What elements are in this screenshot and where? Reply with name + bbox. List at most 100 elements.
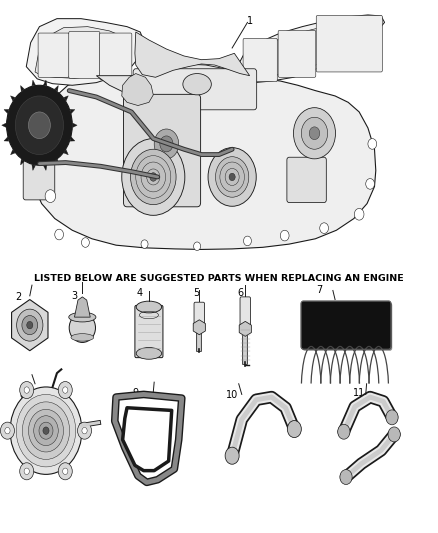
- Polygon shape: [239, 321, 251, 336]
- Text: 6: 6: [237, 288, 243, 298]
- Polygon shape: [11, 96, 15, 101]
- Polygon shape: [249, 21, 376, 77]
- Circle shape: [386, 410, 398, 425]
- FancyBboxPatch shape: [23, 151, 55, 200]
- Polygon shape: [26, 19, 145, 85]
- Circle shape: [63, 387, 68, 393]
- Circle shape: [20, 463, 34, 480]
- Circle shape: [58, 382, 72, 399]
- Circle shape: [338, 424, 350, 439]
- Polygon shape: [55, 86, 58, 91]
- Circle shape: [58, 463, 72, 480]
- Circle shape: [7, 85, 72, 165]
- Circle shape: [78, 422, 92, 439]
- FancyBboxPatch shape: [287, 157, 326, 203]
- Circle shape: [301, 117, 328, 149]
- Circle shape: [340, 470, 352, 484]
- Polygon shape: [21, 159, 24, 165]
- Polygon shape: [122, 74, 153, 106]
- Circle shape: [244, 236, 251, 246]
- Circle shape: [22, 402, 70, 459]
- Circle shape: [131, 149, 176, 205]
- Ellipse shape: [136, 348, 162, 359]
- Polygon shape: [239, 15, 385, 83]
- Circle shape: [55, 229, 64, 240]
- Circle shape: [293, 108, 336, 159]
- Circle shape: [366, 179, 374, 189]
- Text: LISTED BELOW ARE SUGGESTED PARTS WHEN REPLACING AN ENGINE: LISTED BELOW ARE SUGGESTED PARTS WHEN RE…: [34, 274, 404, 282]
- Polygon shape: [11, 300, 48, 351]
- Ellipse shape: [183, 74, 212, 95]
- Circle shape: [24, 387, 29, 393]
- Polygon shape: [43, 80, 47, 86]
- Circle shape: [0, 422, 14, 439]
- FancyBboxPatch shape: [240, 297, 251, 329]
- Text: 3: 3: [71, 291, 78, 301]
- Ellipse shape: [69, 313, 95, 342]
- Circle shape: [280, 230, 289, 241]
- Polygon shape: [11, 150, 15, 155]
- Ellipse shape: [69, 312, 96, 322]
- Polygon shape: [55, 159, 58, 165]
- Text: 4: 4: [136, 288, 142, 298]
- Text: 9: 9: [133, 389, 139, 398]
- Text: 10: 10: [226, 391, 238, 400]
- Polygon shape: [64, 96, 68, 101]
- Circle shape: [17, 309, 43, 341]
- FancyBboxPatch shape: [38, 33, 69, 77]
- Circle shape: [194, 242, 201, 251]
- Circle shape: [388, 427, 400, 442]
- Circle shape: [39, 422, 53, 439]
- Circle shape: [368, 139, 377, 149]
- Circle shape: [229, 173, 235, 181]
- FancyBboxPatch shape: [301, 301, 391, 349]
- FancyBboxPatch shape: [278, 30, 316, 77]
- Polygon shape: [73, 123, 77, 127]
- Circle shape: [154, 129, 179, 159]
- Polygon shape: [4, 137, 9, 141]
- Circle shape: [5, 427, 10, 434]
- FancyBboxPatch shape: [133, 69, 257, 110]
- FancyBboxPatch shape: [124, 94, 201, 207]
- FancyBboxPatch shape: [69, 31, 100, 78]
- Polygon shape: [32, 165, 35, 171]
- Polygon shape: [21, 86, 24, 91]
- Polygon shape: [70, 137, 75, 141]
- Text: 2: 2: [15, 293, 21, 302]
- FancyBboxPatch shape: [135, 305, 163, 358]
- Polygon shape: [64, 150, 68, 155]
- Circle shape: [287, 421, 301, 438]
- Text: 8: 8: [20, 391, 26, 400]
- FancyBboxPatch shape: [243, 38, 277, 82]
- Circle shape: [354, 208, 364, 220]
- Circle shape: [15, 96, 64, 155]
- Circle shape: [16, 394, 76, 467]
- Circle shape: [150, 173, 157, 181]
- Circle shape: [22, 316, 38, 335]
- Circle shape: [208, 148, 256, 206]
- Circle shape: [24, 468, 29, 474]
- Polygon shape: [96, 64, 254, 108]
- Circle shape: [43, 427, 49, 434]
- Polygon shape: [70, 109, 75, 114]
- FancyBboxPatch shape: [302, 303, 392, 351]
- Polygon shape: [32, 80, 35, 86]
- Text: 7: 7: [317, 286, 323, 295]
- Text: 1: 1: [247, 17, 253, 26]
- Circle shape: [28, 409, 64, 452]
- Circle shape: [141, 240, 148, 248]
- FancyBboxPatch shape: [316, 15, 382, 72]
- Polygon shape: [135, 32, 250, 77]
- Circle shape: [45, 190, 56, 203]
- Circle shape: [309, 127, 320, 140]
- Circle shape: [20, 382, 34, 399]
- Polygon shape: [20, 11, 403, 251]
- Polygon shape: [33, 79, 376, 249]
- Circle shape: [320, 223, 328, 233]
- Text: 11: 11: [353, 389, 365, 398]
- Polygon shape: [43, 165, 47, 171]
- Text: 5: 5: [193, 288, 199, 298]
- Polygon shape: [4, 109, 9, 114]
- FancyBboxPatch shape: [194, 302, 205, 327]
- Ellipse shape: [136, 301, 162, 313]
